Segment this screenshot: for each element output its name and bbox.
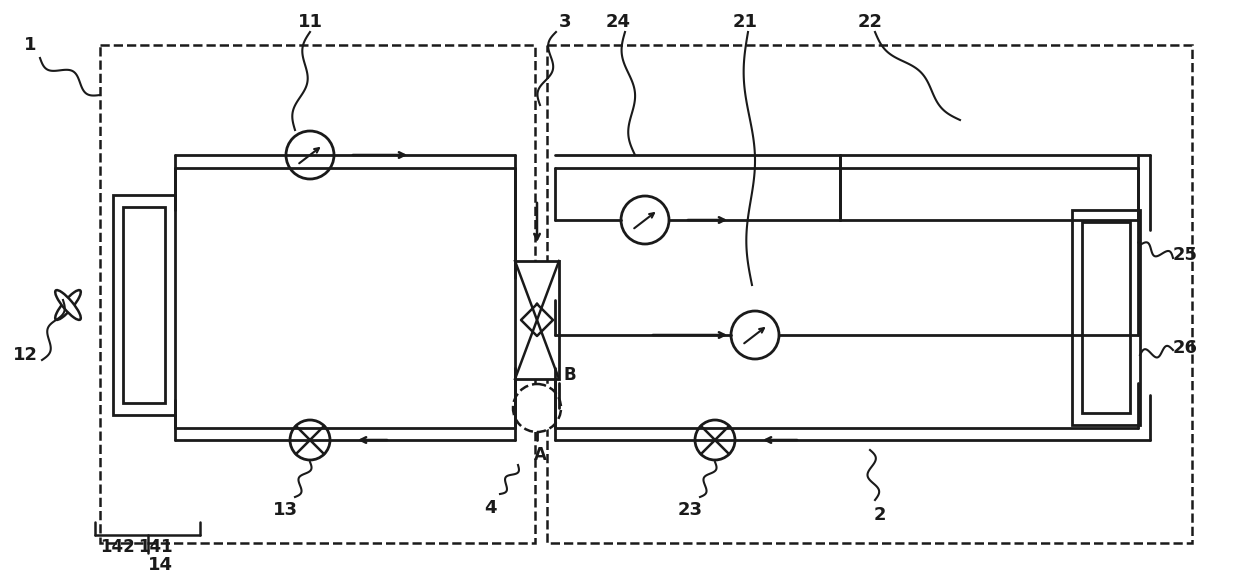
Circle shape (694, 420, 735, 460)
Text: B: B (564, 366, 577, 384)
Bar (123, 207, 165, 403)
Circle shape (290, 420, 330, 460)
Text: 141: 141 (138, 538, 172, 556)
Text: 14: 14 (148, 556, 172, 574)
Circle shape (513, 384, 560, 432)
Ellipse shape (56, 290, 81, 320)
Circle shape (286, 131, 334, 179)
Text: 13: 13 (273, 501, 298, 519)
Bar (100, 45, 534, 543)
Circle shape (621, 196, 670, 244)
Text: 3: 3 (559, 13, 572, 31)
Text: 26: 26 (1173, 339, 1198, 357)
Bar (113, 195, 175, 415)
Text: 11: 11 (298, 13, 322, 31)
Bar (515, 261, 559, 379)
Text: 23: 23 (677, 501, 703, 519)
Text: 4: 4 (484, 499, 496, 517)
Text: 1: 1 (24, 36, 36, 54)
Text: 12: 12 (12, 346, 37, 364)
Text: 142: 142 (100, 538, 135, 556)
Text: 21: 21 (733, 13, 758, 31)
Text: A: A (533, 446, 547, 464)
Text: 2: 2 (874, 506, 887, 524)
Bar (1083, 222, 1130, 413)
Text: 22: 22 (858, 13, 883, 31)
Ellipse shape (56, 290, 81, 320)
Text: 25: 25 (1173, 246, 1198, 264)
Circle shape (732, 311, 779, 359)
Bar (547, 45, 1192, 543)
Bar (1073, 210, 1140, 425)
Text: 24: 24 (605, 13, 630, 31)
